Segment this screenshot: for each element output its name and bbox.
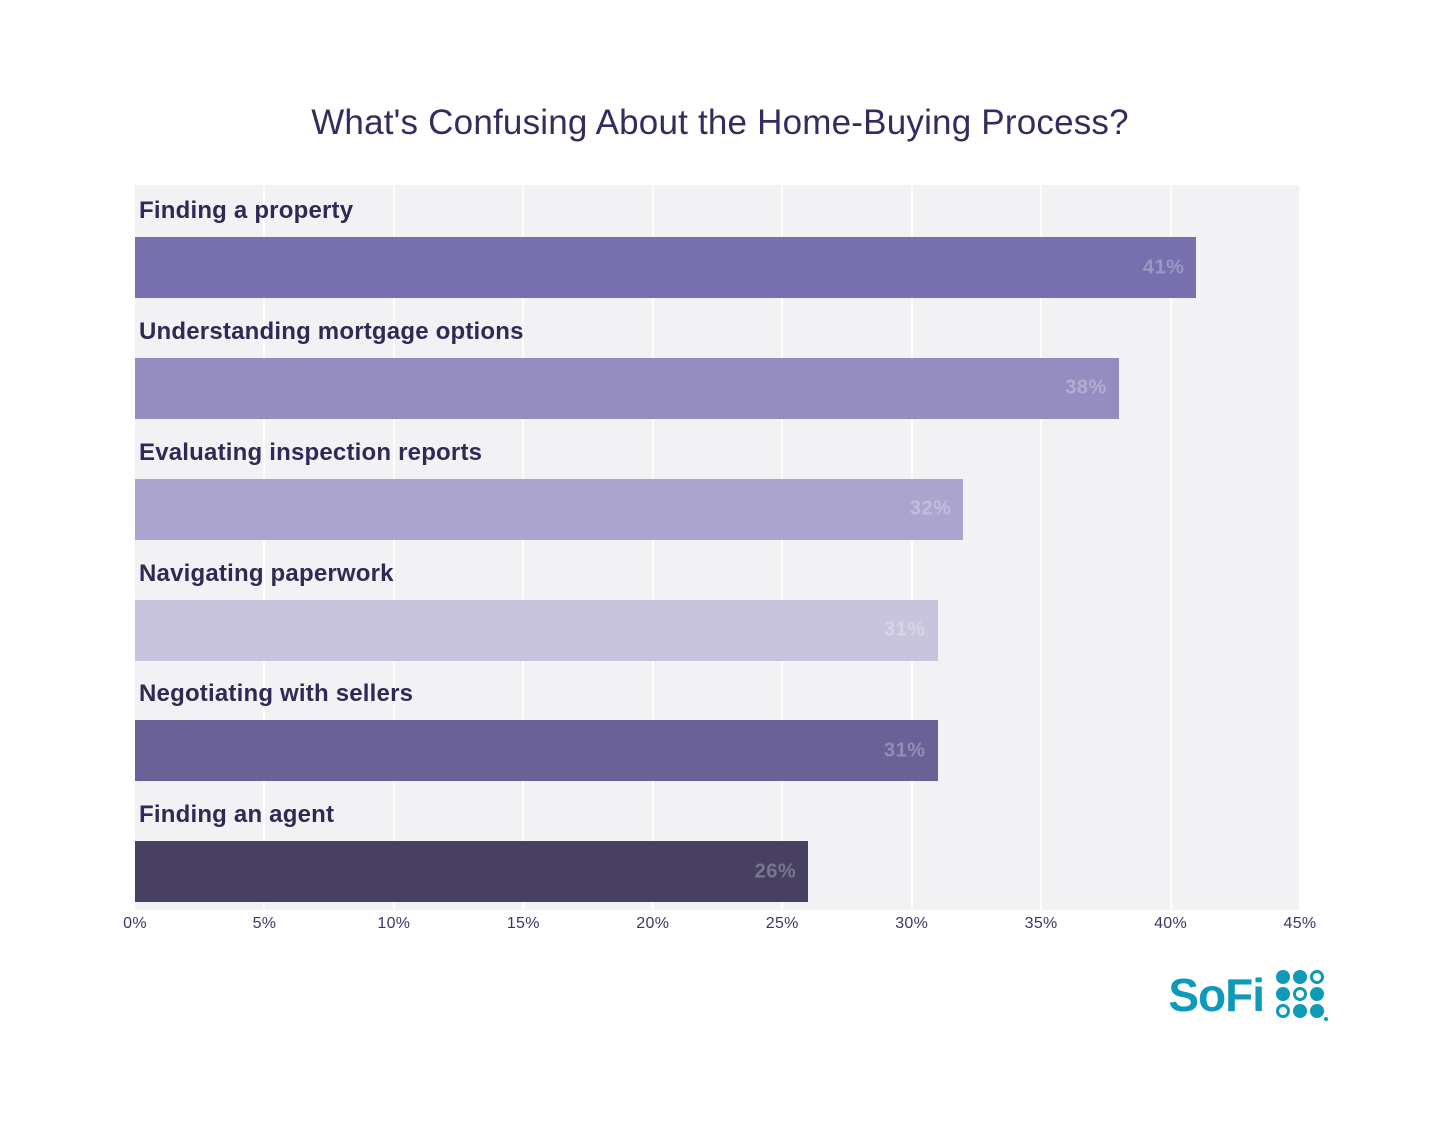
gridline [1299,185,1301,910]
bar: 26% [135,841,809,903]
bar: 31% [135,599,938,661]
bar-row: Evaluating inspection reports 32% [135,427,1300,548]
x-axis: 0% 5% 10% 15% 20% 25% 30% 35% 40% 45% [123,915,1316,945]
x-axis-tick: 25% [765,915,799,932]
value-label: 41% [1142,256,1185,278]
sofi-logo: SoFi [1168,968,1328,1022]
bar: 31% [135,720,938,782]
value-label: 32% [909,497,952,520]
sofi-logo-text: SoFi [1168,969,1265,1021]
value-label: 31% [884,739,926,762]
bar-row: Finding an agent 26% [135,789,1300,910]
x-axis-tick: 30% [895,915,929,932]
gridline [263,185,266,910]
value-label: 38% [1065,376,1107,399]
bar-row: Finding a property 41% [135,185,1300,306]
value-label: 31% [884,618,926,641]
chart-title: What's Confusing About the Home-Buying P… [311,103,1129,142]
gridline [651,185,654,910]
bar: 38% [135,357,1119,419]
category-label: Negotiating with sellers [139,680,414,708]
x-axis-tick: 10% [377,915,411,932]
x-axis-tick: 0% [123,915,147,932]
gridline [1169,185,1172,910]
gridline [522,185,525,910]
bar: 41% [135,237,1197,298]
category-label: Evaluating inspection reports [139,438,483,466]
category-label: Navigating paperwork [139,559,394,587]
gridline [392,185,395,910]
x-axis-tick: 35% [1024,915,1058,932]
gridline [910,185,913,910]
bar-row: Understanding mortgage options 38% [135,306,1300,427]
bar-row: Negotiating with sellers 31% [135,668,1300,789]
bar-row: Navigating paperwork 31% [135,548,1300,669]
category-label: Finding an agent [139,801,335,829]
gridline [1040,185,1043,910]
x-axis-tick: 15% [506,915,540,932]
bar: 32% [135,478,964,540]
x-axis-tick: 20% [636,915,670,932]
x-axis-tick: 40% [1154,915,1188,932]
value-label: 26% [754,860,797,883]
gridline [781,185,784,910]
category-label: Understanding mortgage options [139,317,524,345]
plot-area: Finding a property 41% Understanding mortg… [135,185,1301,910]
x-axis-tick: 5% [252,915,277,932]
category-label: Finding a property [139,197,354,224]
x-axis-tick: 45% [1283,915,1317,932]
sofi-dot-grid-icon [1276,970,1328,1021]
